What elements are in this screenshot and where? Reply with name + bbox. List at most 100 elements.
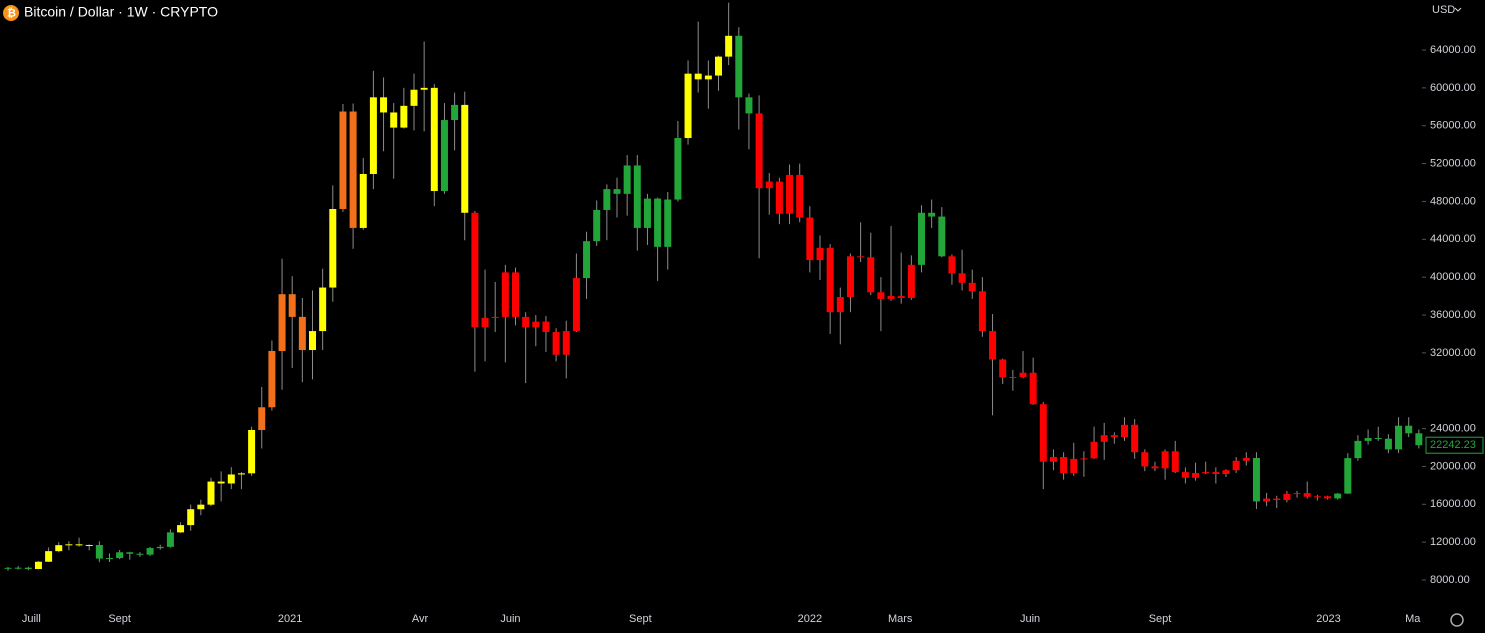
candle-body [989,331,997,360]
candle-body [1303,493,1311,497]
candle-body [664,199,672,247]
candle-body [1080,458,1088,460]
candle-body [207,481,215,505]
candle-body [278,294,286,351]
candle-body [1151,466,1159,469]
candle-body [309,331,316,351]
candle-body [562,331,570,355]
candle-body [633,165,641,228]
y-tick-label: 52000.00 [1430,157,1476,169]
candle-body [704,75,712,80]
candle-body [654,198,662,247]
candle-body [583,241,591,279]
x-tick-label: Ma [1405,613,1421,625]
candle-body [136,553,144,555]
y-tick-label: 20000.00 [1430,460,1476,472]
y-tick-label: 36000.00 [1430,309,1476,321]
candle-body [1181,472,1189,478]
candle-body [796,174,804,218]
candle-body [1202,472,1210,474]
candle-body [461,104,469,213]
candle-body [735,35,743,98]
y-tick-label: 60000.00 [1430,82,1476,94]
candle-body [1039,404,1047,462]
x-tick-label: Sept [108,613,131,625]
candle-body [491,316,499,318]
x-tick-label: 2022 [798,613,822,625]
candle-body [826,247,834,313]
candle-body [501,272,509,317]
candle-body [45,551,53,562]
candle-body [1141,452,1149,467]
candle-body [715,56,722,76]
x-tick-label: Mars [888,613,913,625]
candle-body [867,257,875,293]
candle-body [958,273,966,283]
candle-body [1252,457,1260,502]
candle-body [14,567,22,569]
dropdown-arrow[interactable] [1454,7,1462,12]
x-tick-label: Sept [1149,613,1172,625]
candle-body [329,209,337,288]
candle-body [1222,470,1230,475]
candle-body [440,120,448,192]
last-price-label: 22242.23 [1430,439,1476,451]
candle-body [1334,493,1342,499]
candle-body [1029,372,1037,405]
candle-body [775,181,783,214]
candle-body [613,189,621,194]
candle-body [542,321,550,333]
candle-body [1090,441,1098,459]
candle-body [481,317,489,328]
candle-body [237,473,245,475]
candle-body [623,165,631,194]
candle-body [877,292,885,299]
candle-body [471,212,479,328]
y-tick-label: 48000.00 [1430,195,1476,207]
candle-body [24,567,32,570]
currency-selector[interactable]: USD [1432,4,1455,16]
candle-body [765,181,773,189]
candle-body [451,104,459,121]
candle-body [593,209,601,242]
x-tick-label: 2021 [278,613,302,625]
candle-body [126,552,134,554]
x-tick-label: Juin [500,613,520,625]
candle-body [227,474,235,484]
candle-body [55,545,63,552]
candle-body [116,552,124,559]
chart-title: Bitcoin / Dollar · 1W · CRYPTO [24,4,218,20]
candle-body [106,558,113,560]
x-tick-label: 2023 [1316,613,1340,625]
candle-body [1242,457,1250,461]
candle-body [948,256,956,274]
candle-body [1313,496,1321,498]
settings-icon[interactable] [1450,613,1464,627]
candle-body [1344,458,1352,494]
candle-body [75,544,83,546]
candle-body [349,111,357,228]
candle-body [674,138,682,200]
candle-body [1384,438,1392,450]
candle-body [390,112,398,128]
candle-body [1324,496,1331,499]
y-tick-label: 64000.00 [1430,44,1476,56]
candle-body [380,97,388,113]
candle-body [725,35,733,57]
candle-body [1049,456,1057,462]
candle-body [1161,451,1169,469]
candle-body [999,359,1007,378]
candle-body [806,217,814,261]
candle-body [968,282,976,292]
candle-body [420,87,428,90]
y-tick-label: 12000.00 [1430,536,1476,548]
candle-body [400,105,408,128]
candle-body [359,173,367,228]
candle-body [938,216,946,257]
candle-body [4,567,12,569]
candle-body [887,296,895,299]
y-tick-label: 16000.00 [1430,498,1476,510]
candle-body [846,256,854,298]
